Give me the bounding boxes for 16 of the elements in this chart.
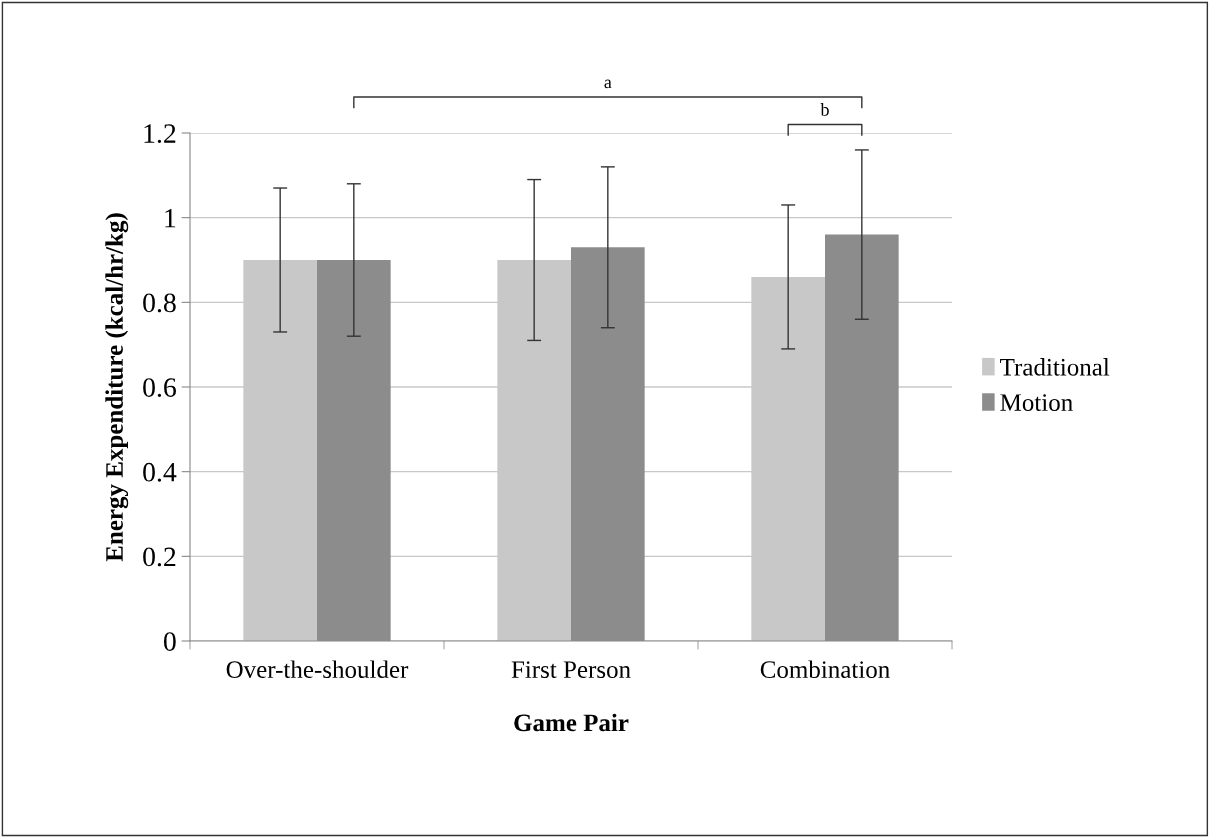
x-tick-label: Combination [760,660,890,679]
y-tick-label: 1.2 [144,124,176,144]
y-tick-label: 0.6 [143,378,176,398]
legend-label: Motion [1000,394,1073,411]
x-axis-title: Game Pair [514,713,629,732]
legend-label: Traditional [1000,358,1110,376]
text: b [820,103,829,116]
y-axis-title: Energy Expenditure (kcal/hr/kg) [105,213,129,562]
x-tick-label: First Person [511,661,631,679]
text: a [604,79,612,89]
y-tick-label: 0.4 [143,462,177,482]
x-tick-label: Over-the-shoulder [226,660,409,679]
y-tick-label: 0.2 [143,547,176,567]
y-tick-label: 0 [163,632,176,651]
y-tick-label: 1 [165,208,176,228]
y-tick-label: 0.8 [143,293,176,313]
